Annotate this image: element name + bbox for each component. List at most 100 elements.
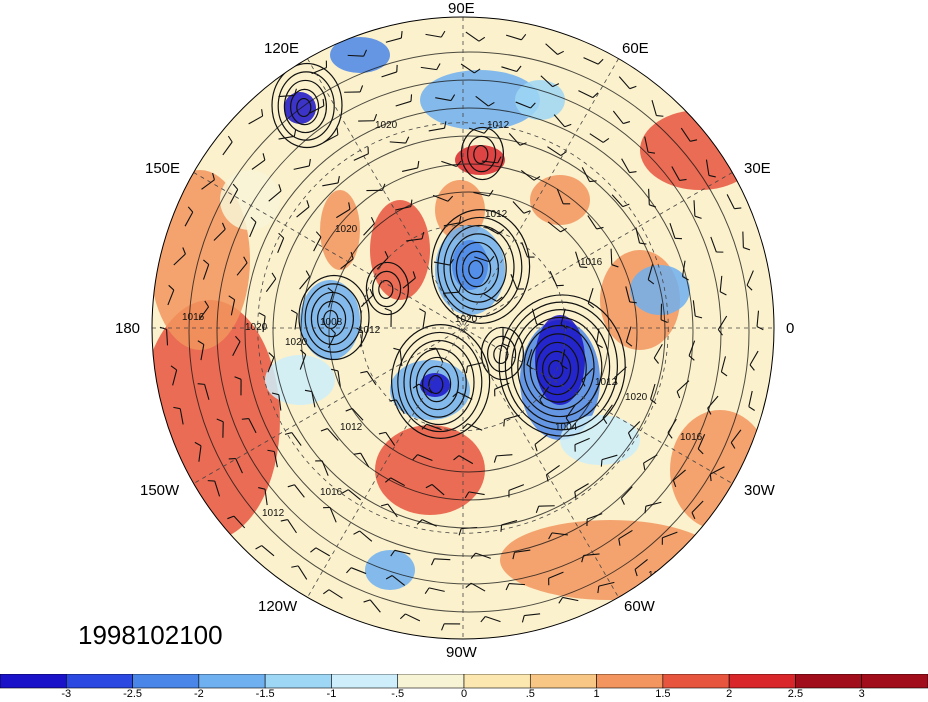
wind-barb [635,227,641,244]
wind-barb-feather [534,444,538,452]
wind-barb [402,167,418,172]
wind-barb [435,97,452,102]
wind-barb [610,248,613,265]
wind-barb [545,43,558,55]
wind-barb [391,575,406,586]
wind-barb-feather [743,247,751,251]
wind-barb-feather [614,377,618,385]
wind-barb-feather [425,483,433,489]
wind-barb [565,404,576,419]
lon-label-90e: 90E [448,0,475,17]
wind-barb [494,382,510,390]
contour-line [541,350,572,388]
colorbar-tick-label: 0 [460,688,468,700]
wind-barb-feather [262,153,266,161]
contour-line [317,300,347,338]
wind-barb-feather [290,309,298,315]
wind-barb-feather [691,512,696,520]
contour-label: 1012 [595,377,618,388]
wind-barb [578,90,594,99]
wind-barb-feather [330,328,336,334]
wind-barb-feather [400,31,403,39]
anomaly-blob [640,110,760,190]
wind-barb [520,169,535,181]
wind-barb-feather [574,491,577,499]
contour-label: 1012 [262,508,285,519]
wind-barb-feather [204,300,210,308]
wind-barb-feather [734,207,742,210]
contour-line [529,333,587,403]
wind-barb-feather [331,368,339,372]
wind-barb [531,308,538,325]
wind-barb-feather [519,142,527,146]
wind-barb-feather [647,151,656,154]
wind-barb-feather [597,586,600,594]
wind-barb [457,391,473,400]
wind-barb [200,344,205,361]
anomaly-blob [515,80,565,120]
wind-barb-feather [465,582,472,589]
lon-label-60w: 60W [624,598,655,615]
wind-barb [394,549,411,555]
wind-barb [293,165,310,170]
wind-barb [363,223,375,236]
wind-barb-feather [672,480,677,488]
contour-label: 1020 [625,392,648,403]
wind-barb [628,421,641,434]
contour-line [460,126,504,181]
wind-barb [353,153,369,161]
wind-barb-feather [421,423,428,430]
wind-barb-feather [627,432,632,440]
contour-line [300,163,638,501]
contour-line [473,144,489,165]
wind-barb-feather [560,151,567,156]
colorbar-swatch [728,674,796,689]
wind-barb [387,503,398,518]
wind-barb-feather [480,616,486,623]
wind-barb-feather [656,115,664,117]
wind-barb-feather [558,597,564,604]
wind-barb [468,127,485,134]
wind-barb-feather [381,183,386,191]
wind-barb-feather [430,558,435,566]
lon-label-90w: 90W [446,644,477,661]
wind-barb [475,552,491,559]
wind-barb [598,581,615,587]
wind-barb [315,547,330,557]
wind-barb-feather [353,452,361,455]
wind-barb-feather [337,175,340,184]
wind-barb-feather [589,180,597,183]
wind-barb-feather [356,327,363,332]
wind-barb-feather [384,251,389,258]
wind-barb [534,434,548,445]
wind-barb-feather [235,335,241,342]
wind-barb [468,491,485,496]
wind-barb [742,231,744,248]
wind-barb-feather [212,172,215,180]
wind-barb [575,251,581,268]
colorbar-tick-label: 2 [726,688,733,700]
date-stamp: 1998102100 [78,620,223,650]
wind-barb [512,201,525,214]
contour-line [304,283,362,353]
colorbar-tick-label: .5 [525,688,535,700]
wind-barb [337,370,341,387]
wind-barb [612,110,624,124]
wind-barb-feather [417,160,420,168]
wind-barb [340,258,354,270]
lon-label-150w: 150W [140,482,180,499]
wind-barb [435,347,444,363]
wind-barb [299,354,307,370]
contour-line [455,241,499,296]
contour-line [437,216,523,318]
wind-barb-feather [360,370,368,374]
wind-barb [649,383,656,400]
wind-barb-feather [557,50,564,55]
wind-barb [501,66,517,73]
wind-barb-feather [694,215,702,219]
wind-barb-feather [363,49,368,57]
wind-barb [710,466,725,475]
wind-barb-feather [679,178,687,181]
wind-barb-feather [464,491,470,499]
wind-barb-feather [618,538,621,546]
